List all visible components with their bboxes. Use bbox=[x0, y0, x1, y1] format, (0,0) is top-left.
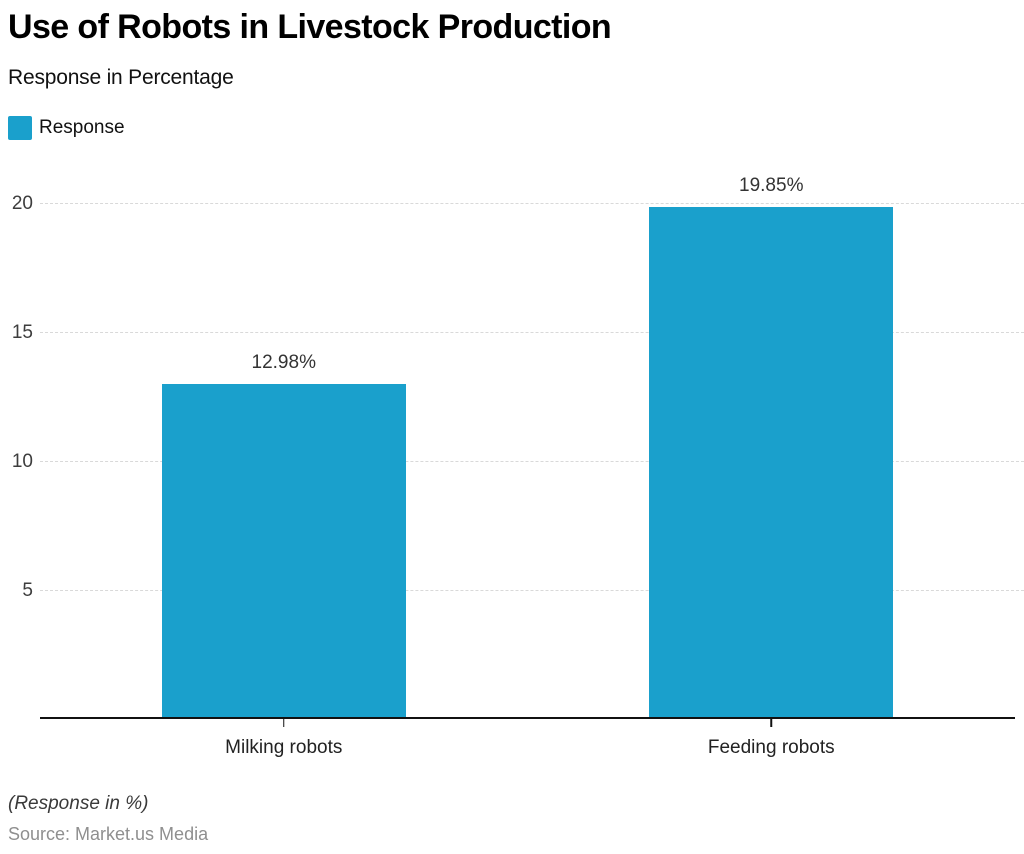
gridline bbox=[40, 332, 1024, 333]
bar-value-label: 19.85% bbox=[739, 174, 804, 196]
category-label: Feeding robots bbox=[707, 737, 835, 758]
source-credit: Source: Market.us Media bbox=[8, 824, 209, 844]
gridline bbox=[40, 461, 1024, 462]
bar-milking-robots bbox=[161, 384, 406, 719]
y-tick-label: 5 bbox=[22, 579, 33, 601]
y-tick-label: 10 bbox=[11, 450, 33, 472]
chart-footnote: (Response in %) bbox=[8, 793, 149, 814]
gridline bbox=[40, 203, 1024, 204]
x-tick-mark bbox=[283, 719, 285, 727]
gridline bbox=[40, 590, 1024, 591]
bar-feeding-robots bbox=[649, 206, 894, 719]
y-tick-label: 15 bbox=[11, 321, 33, 343]
legend-label: Response bbox=[39, 117, 125, 138]
category-label: Milking robots bbox=[225, 737, 343, 758]
chart-title: Use of Robots in Livestock Production bbox=[8, 8, 612, 46]
legend-swatch-icon bbox=[8, 116, 32, 140]
x-tick-mark bbox=[770, 719, 772, 727]
chart-subtitle: Response in Percentage bbox=[8, 66, 234, 89]
y-tick-label: 20 bbox=[11, 192, 33, 214]
bar-value-label: 12.98% bbox=[251, 352, 316, 374]
legend: Response bbox=[8, 116, 125, 140]
x-axis-line bbox=[40, 717, 1015, 719]
